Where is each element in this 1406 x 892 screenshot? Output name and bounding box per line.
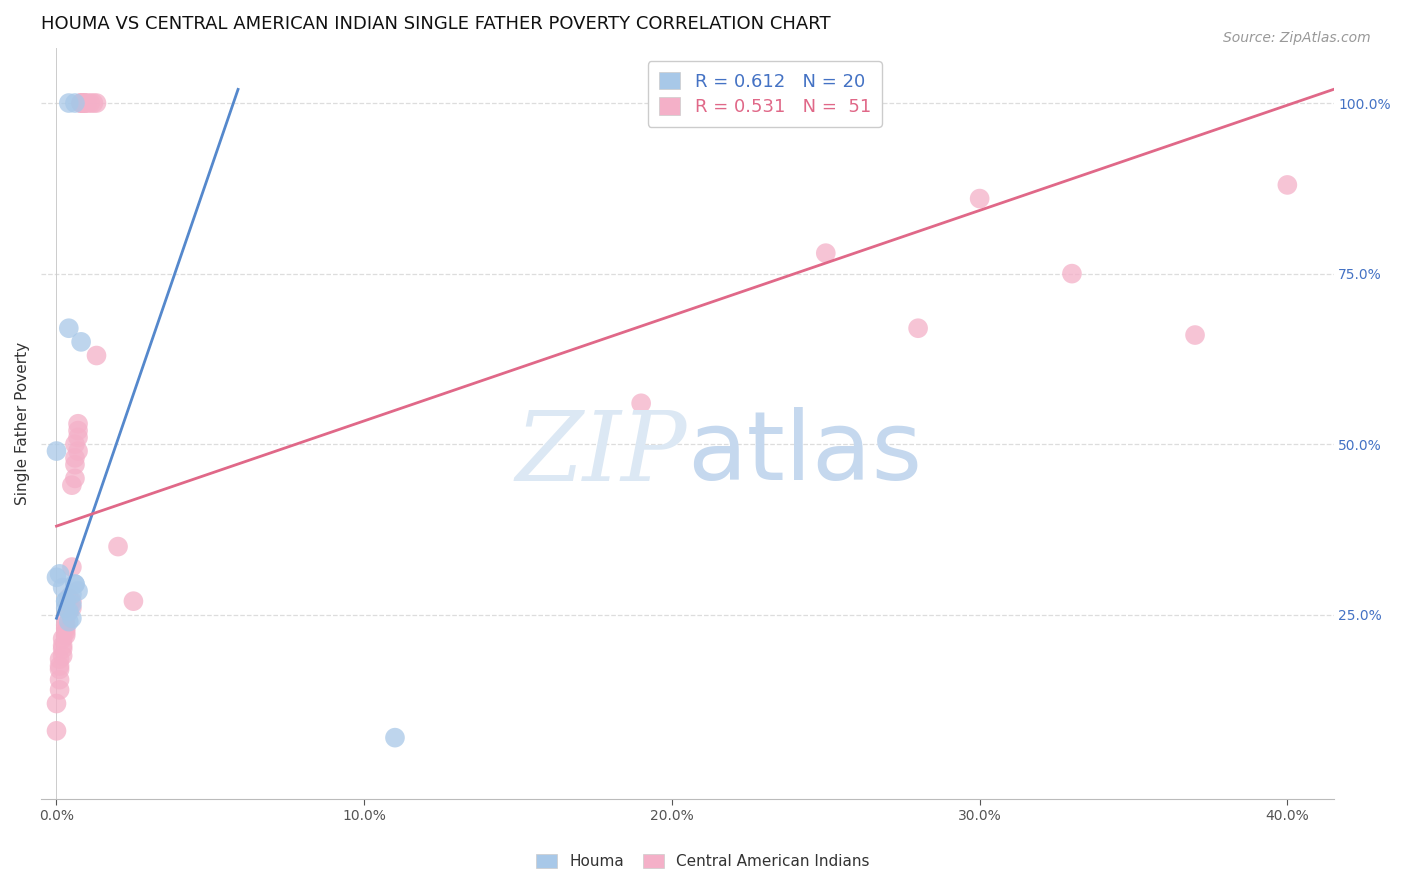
- Point: [814, 246, 837, 260]
- Point: [48, 659, 70, 673]
- Point: [58, 604, 80, 618]
- Point: [45, 570, 67, 584]
- Point: [107, 540, 129, 554]
- Point: [58, 321, 80, 335]
- Point: [45, 723, 67, 738]
- Point: [86, 349, 108, 363]
- Point: [70, 334, 93, 349]
- Point: [67, 444, 90, 458]
- Point: [630, 396, 652, 410]
- Point: [55, 622, 77, 636]
- Point: [55, 594, 77, 608]
- Point: [52, 642, 75, 657]
- Point: [67, 430, 90, 444]
- Point: [82, 96, 104, 111]
- Point: [48, 682, 70, 697]
- Point: [1184, 328, 1206, 343]
- Point: [48, 652, 70, 666]
- Point: [52, 639, 75, 653]
- Point: [384, 731, 406, 745]
- Point: [63, 577, 86, 591]
- Point: [86, 96, 108, 111]
- Point: [58, 96, 80, 111]
- Point: [76, 96, 98, 111]
- Point: [67, 583, 90, 598]
- Point: [52, 648, 75, 663]
- Text: HOUMA VS CENTRAL AMERICAN INDIAN SINGLE FATHER POVERTY CORRELATION CHART: HOUMA VS CENTRAL AMERICAN INDIAN SINGLE …: [41, 15, 831, 33]
- Point: [58, 591, 80, 605]
- Point: [1277, 178, 1299, 192]
- Point: [48, 662, 70, 676]
- Legend: Houma, Central American Indians: Houma, Central American Indians: [530, 847, 876, 875]
- Point: [79, 96, 101, 111]
- Point: [58, 604, 80, 618]
- Legend: R = 0.612   N = 20, R = 0.531   N =  51: R = 0.612 N = 20, R = 0.531 N = 51: [648, 62, 882, 127]
- Point: [60, 598, 83, 612]
- Point: [60, 587, 83, 601]
- Point: [63, 437, 86, 451]
- Text: atlas: atlas: [688, 408, 922, 500]
- Point: [55, 628, 77, 642]
- Point: [73, 96, 96, 111]
- Point: [73, 96, 96, 111]
- Point: [73, 96, 96, 111]
- Point: [63, 577, 86, 591]
- Point: [58, 615, 80, 629]
- Y-axis label: Single Father Poverty: Single Father Poverty: [15, 343, 30, 505]
- Point: [122, 594, 145, 608]
- Point: [70, 96, 93, 111]
- Text: ZIP: ZIP: [516, 407, 688, 500]
- Point: [969, 192, 991, 206]
- Point: [67, 417, 90, 431]
- Point: [60, 478, 83, 492]
- Point: [55, 611, 77, 625]
- Point: [48, 566, 70, 581]
- Point: [45, 444, 67, 458]
- Point: [52, 632, 75, 646]
- Point: [63, 471, 86, 485]
- Point: [70, 96, 93, 111]
- Point: [55, 624, 77, 639]
- Point: [67, 424, 90, 438]
- Point: [48, 673, 70, 687]
- Text: Source: ZipAtlas.com: Source: ZipAtlas.com: [1223, 31, 1371, 45]
- Point: [60, 594, 83, 608]
- Point: [70, 96, 93, 111]
- Point: [63, 450, 86, 465]
- Point: [55, 601, 77, 615]
- Point: [55, 594, 77, 608]
- Point: [60, 560, 83, 574]
- Point: [63, 458, 86, 472]
- Point: [52, 581, 75, 595]
- Point: [55, 618, 77, 632]
- Point: [60, 611, 83, 625]
- Point: [58, 598, 80, 612]
- Point: [45, 697, 67, 711]
- Point: [60, 601, 83, 615]
- Point: [63, 96, 86, 111]
- Point: [1060, 267, 1083, 281]
- Point: [907, 321, 929, 335]
